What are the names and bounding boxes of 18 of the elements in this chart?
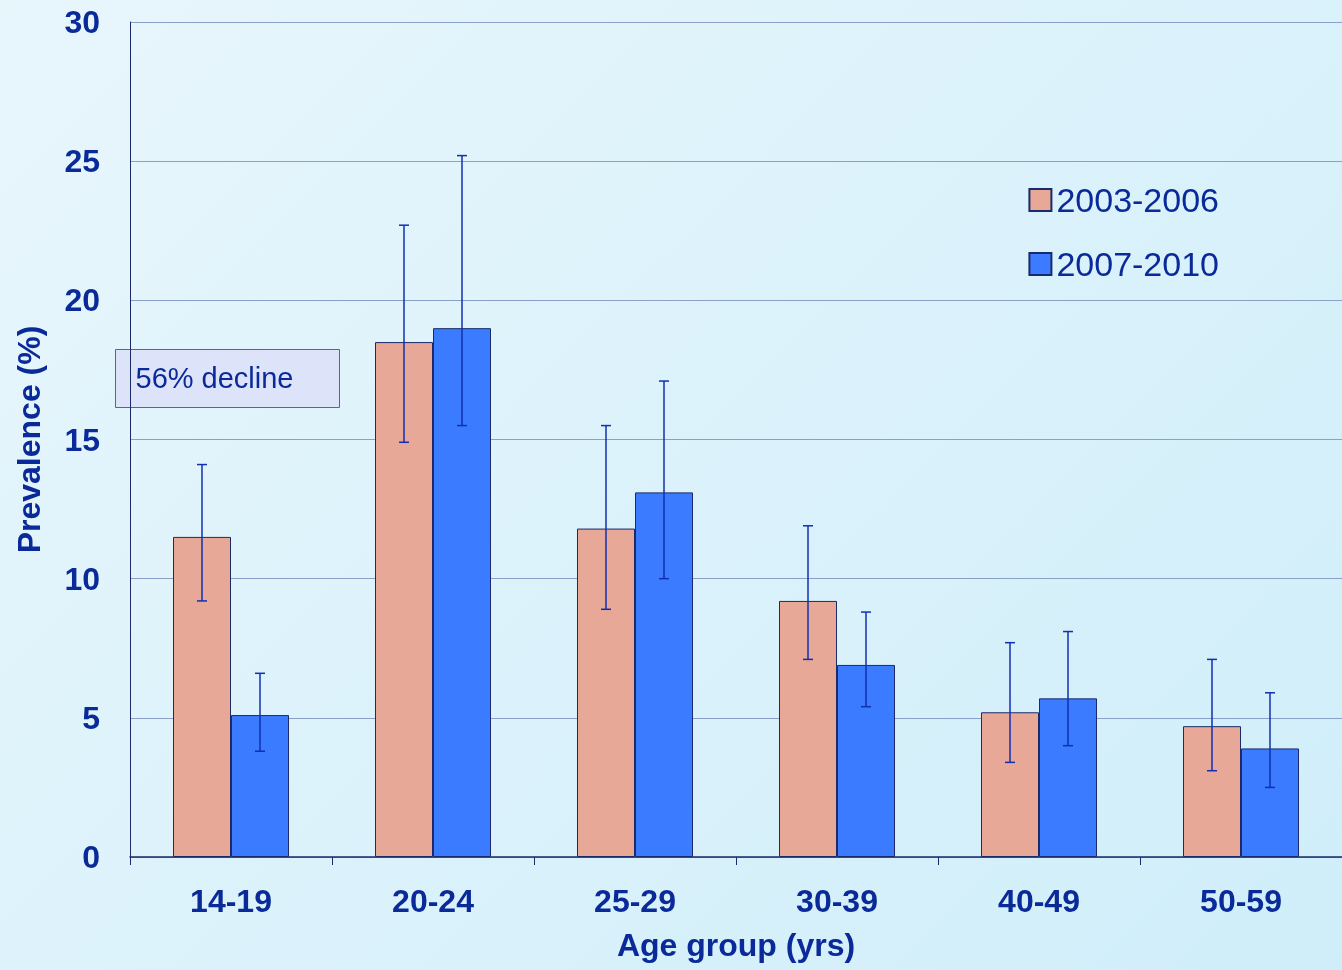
y-tick-label: 30 — [64, 4, 100, 40]
y-tick-label: 15 — [64, 421, 100, 458]
y-tick-label: 5 — [82, 699, 100, 736]
annotation: 56% decline — [135, 362, 294, 394]
x-tick-label: 40-49 — [998, 883, 1080, 919]
x-axis-title: Age group (yrs) — [616, 927, 856, 963]
legend-label: 2003-2006 — [1056, 181, 1220, 219]
legend-label: 2007-2010 — [1056, 245, 1220, 283]
x-tick-label: 25-29 — [594, 883, 676, 919]
y-tick-label: 10 — [64, 560, 100, 597]
x-tick-label: 14-19 — [190, 883, 272, 919]
y-tick-label: 25 — [64, 143, 100, 180]
x-tick-label: 50-59 — [1200, 883, 1282, 919]
y-tick-label: 20 — [64, 282, 100, 319]
x-tick-label: 20-24 — [392, 883, 475, 919]
y-tick-label: 0 — [82, 839, 100, 875]
y-axis-title: Prevalence (%) — [11, 325, 47, 554]
x-tick-label: 30-39 — [796, 883, 878, 919]
